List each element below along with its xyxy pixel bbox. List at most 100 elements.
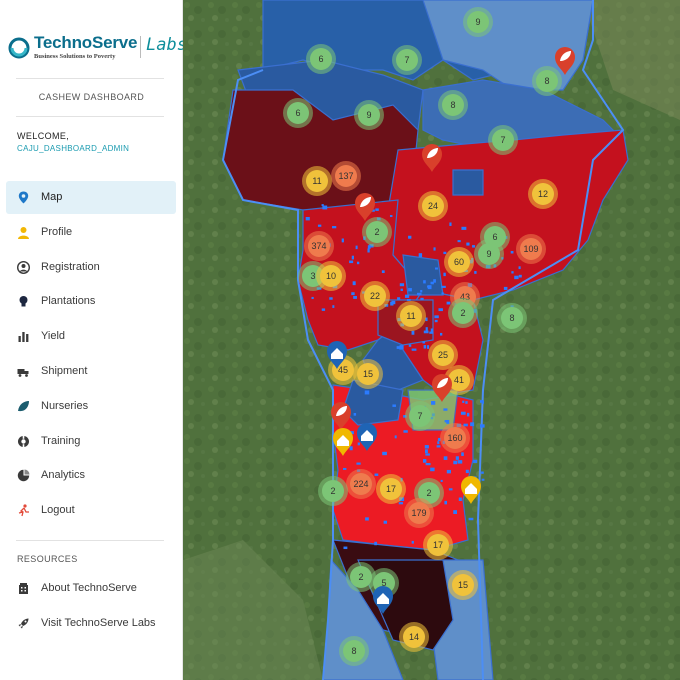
nav-item-registration[interactable]: Registration — [6, 251, 176, 284]
map-cluster[interactable]: 25 — [428, 340, 458, 370]
map-cluster[interactable]: 374 — [304, 231, 334, 261]
plantation-dot — [455, 456, 459, 460]
plantation-dot — [411, 540, 414, 544]
map-cluster[interactable]: 15 — [353, 359, 383, 389]
map-cluster[interactable]: 8 — [438, 90, 468, 120]
marker-layer[interactable] — [327, 47, 575, 614]
map-cluster[interactable]: 7 — [405, 401, 435, 431]
map-cluster[interactable]: 17 — [376, 474, 406, 504]
plantation-dot — [514, 275, 519, 280]
map-cluster[interactable]: 24 — [418, 191, 448, 221]
region-small-blue[interactable] — [402, 254, 444, 296]
country-border — [221, 0, 625, 680]
map-cluster[interactable]: 160 — [440, 423, 470, 453]
region-small-blue-north[interactable] — [452, 169, 484, 196]
map-cluster[interactable]: 12 — [528, 179, 558, 209]
brand-tagline: Business Solutions to Poverty — [34, 53, 116, 60]
plantation-dot — [453, 510, 457, 514]
nav-item-analytics[interactable]: Analytics — [6, 459, 176, 492]
lightbulb-icon — [19, 296, 28, 307]
plantation-dot — [433, 247, 436, 251]
map-pin-icon — [18, 191, 29, 204]
nav-item-plantations[interactable]: Plantations — [6, 285, 176, 318]
plantation-dot — [465, 469, 469, 474]
plantation-dot — [444, 500, 448, 505]
plantation-dot — [404, 294, 410, 298]
plantation-dot — [443, 456, 448, 460]
technoserve-labs-logo[interactable]: TechnoServe Business Solutions to Povert… — [8, 33, 187, 63]
map-cluster[interactable]: 179 — [404, 498, 434, 528]
nursery-marker[interactable] — [432, 374, 452, 402]
map-cluster[interactable]: 2 — [318, 476, 348, 506]
cluster-count: 9 — [486, 249, 491, 259]
cluster-count: 2 — [460, 308, 465, 318]
map-cluster[interactable]: 11 — [396, 301, 426, 331]
nursery-marker[interactable] — [331, 402, 351, 430]
map-cluster[interactable]: 224 — [346, 469, 376, 499]
map-cluster[interactable]: 11 — [302, 166, 332, 196]
cluster-count: 6 — [318, 54, 323, 64]
map-cluster[interactable]: 9 — [474, 239, 504, 269]
map-cluster[interactable]: 9 — [463, 7, 493, 37]
plantation-dot — [430, 328, 434, 332]
plantation-dot — [457, 460, 463, 464]
map-cluster[interactable]: 6 — [283, 98, 313, 128]
plantation-dot — [449, 222, 452, 226]
map-cluster[interactable]: 9 — [354, 100, 384, 130]
nav-item-label: Plantations — [41, 295, 96, 308]
map-cluster[interactable]: 8 — [532, 66, 562, 96]
warehouse-marker[interactable] — [373, 586, 393, 614]
plantation-dot — [343, 546, 348, 550]
nav-item-label: Nurseries — [41, 399, 89, 412]
nav-item-training[interactable]: Training — [6, 425, 176, 458]
map-cluster[interactable]: 7 — [392, 45, 422, 75]
map-cluster[interactable]: 2 — [346, 562, 376, 592]
nav-item-shipment[interactable]: Shipment — [6, 355, 176, 388]
plantation-dot — [481, 400, 485, 404]
map-cluster[interactable]: 2 — [448, 298, 478, 328]
map-cluster[interactable]: 7 — [488, 125, 518, 155]
plantation-dot — [420, 289, 423, 293]
logout-run-icon — [18, 504, 29, 517]
divider — [16, 78, 164, 79]
nav-item-map[interactable]: Map — [6, 181, 176, 214]
map-cluster[interactable]: 109 — [516, 234, 546, 264]
map-cluster[interactable]: 10 — [316, 261, 346, 291]
nav-item-label: Logout — [41, 504, 75, 517]
map-cluster[interactable]: 8 — [497, 303, 527, 333]
map-cluster[interactable]: 2 — [362, 217, 392, 247]
resource-link-labs[interactable]: Visit TechnoServe Labs — [6, 607, 176, 640]
map-cluster[interactable]: 8 — [339, 636, 369, 666]
plantation-dot — [481, 471, 484, 474]
nav-item-profile[interactable]: Profile — [6, 216, 176, 249]
plantation-dot — [468, 517, 474, 521]
map-cluster[interactable]: 60 — [444, 247, 474, 277]
map-cluster[interactable]: 22 — [360, 281, 390, 311]
plantation-dot — [434, 319, 438, 323]
plantation-dot — [458, 497, 462, 501]
nursery-marker[interactable] — [355, 193, 375, 221]
map-cluster[interactable]: 15 — [448, 570, 478, 600]
map-cluster[interactable]: 14 — [399, 622, 429, 652]
cashew-map[interactable]: 9 6 7 8 6 9 8 7 11 137 12 24 2 374 6 109 9 60 3 10 22 43 2 11 8 2… — [183, 0, 680, 680]
divider — [16, 540, 164, 541]
nav-item-nurseries[interactable]: Nurseries — [6, 390, 176, 423]
nav-item-logout[interactable]: Logout — [6, 494, 176, 527]
nav-item-yield[interactable]: Yield — [6, 320, 176, 353]
map-cluster[interactable]: 137 — [331, 161, 361, 191]
warehouse-marker[interactable] — [357, 423, 377, 451]
map-cluster[interactable]: 6 — [306, 44, 336, 74]
nursery-marker[interactable] — [555, 47, 575, 75]
resource-link-about[interactable]: About TechnoServe — [6, 572, 176, 605]
plantation-dot — [423, 330, 429, 334]
warehouse-marker[interactable] — [333, 428, 353, 456]
cluster-count: 41 — [454, 375, 464, 385]
plantation-dot — [399, 347, 403, 350]
nursery-marker[interactable] — [422, 144, 442, 172]
map-cluster[interactable]: 17 — [423, 530, 453, 560]
plantation-dot — [399, 345, 404, 350]
warehouse-marker[interactable] — [327, 340, 347, 369]
plantation-dot — [460, 411, 466, 415]
warehouse-marker[interactable] — [461, 476, 481, 504]
